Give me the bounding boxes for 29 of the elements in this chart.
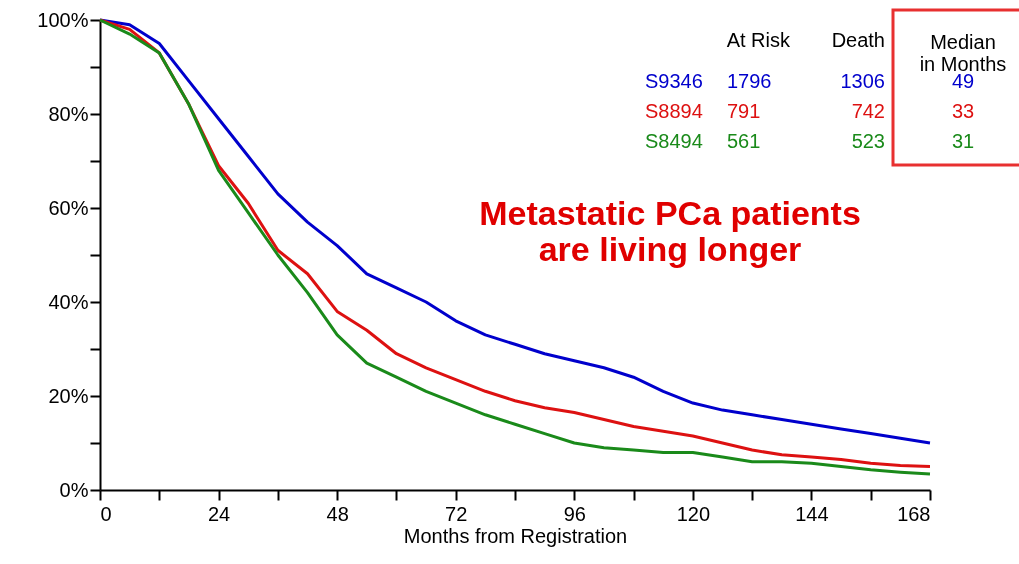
y-tick-label: 40% [48, 290, 89, 313]
text: 31 [951, 130, 975, 152]
annotation: 742 [851, 100, 885, 122]
annotation: At Risk [726, 29, 791, 51]
annotation: 561 [727, 130, 761, 152]
x-tick-label: 96 [563, 502, 586, 525]
x-tick-label: 168 [897, 502, 931, 525]
x-tick-label: 72 [445, 502, 468, 525]
x-tick-label: 144 [795, 502, 829, 525]
text: S8494 [645, 130, 703, 152]
annotation: 1796 [727, 70, 772, 92]
x-tick-label: 0 [100, 502, 112, 525]
x-tick-label: 48 [326, 502, 349, 525]
annotation: 523 [851, 130, 885, 152]
annotation: 791 [727, 100, 761, 122]
y-tick-label: 20% [48, 384, 89, 407]
y-tick-label: 80% [48, 102, 89, 125]
annotation: Metastatic PCa patients are living longer [479, 194, 861, 268]
y-tick-label: 100% [37, 8, 89, 31]
annotation: Death [831, 29, 885, 51]
text: S8894 [645, 100, 703, 122]
y-tick-label: 60% [48, 196, 89, 219]
x-tick-label: 120 [676, 502, 711, 525]
annotation: 1306 [840, 70, 885, 92]
x-tick-label: 24 [207, 502, 231, 525]
text: S9346 [645, 70, 703, 92]
y-tick-label: 0% [59, 478, 89, 501]
x-axis-title: Months from Registration [403, 524, 628, 547]
text: 33 [951, 100, 975, 122]
